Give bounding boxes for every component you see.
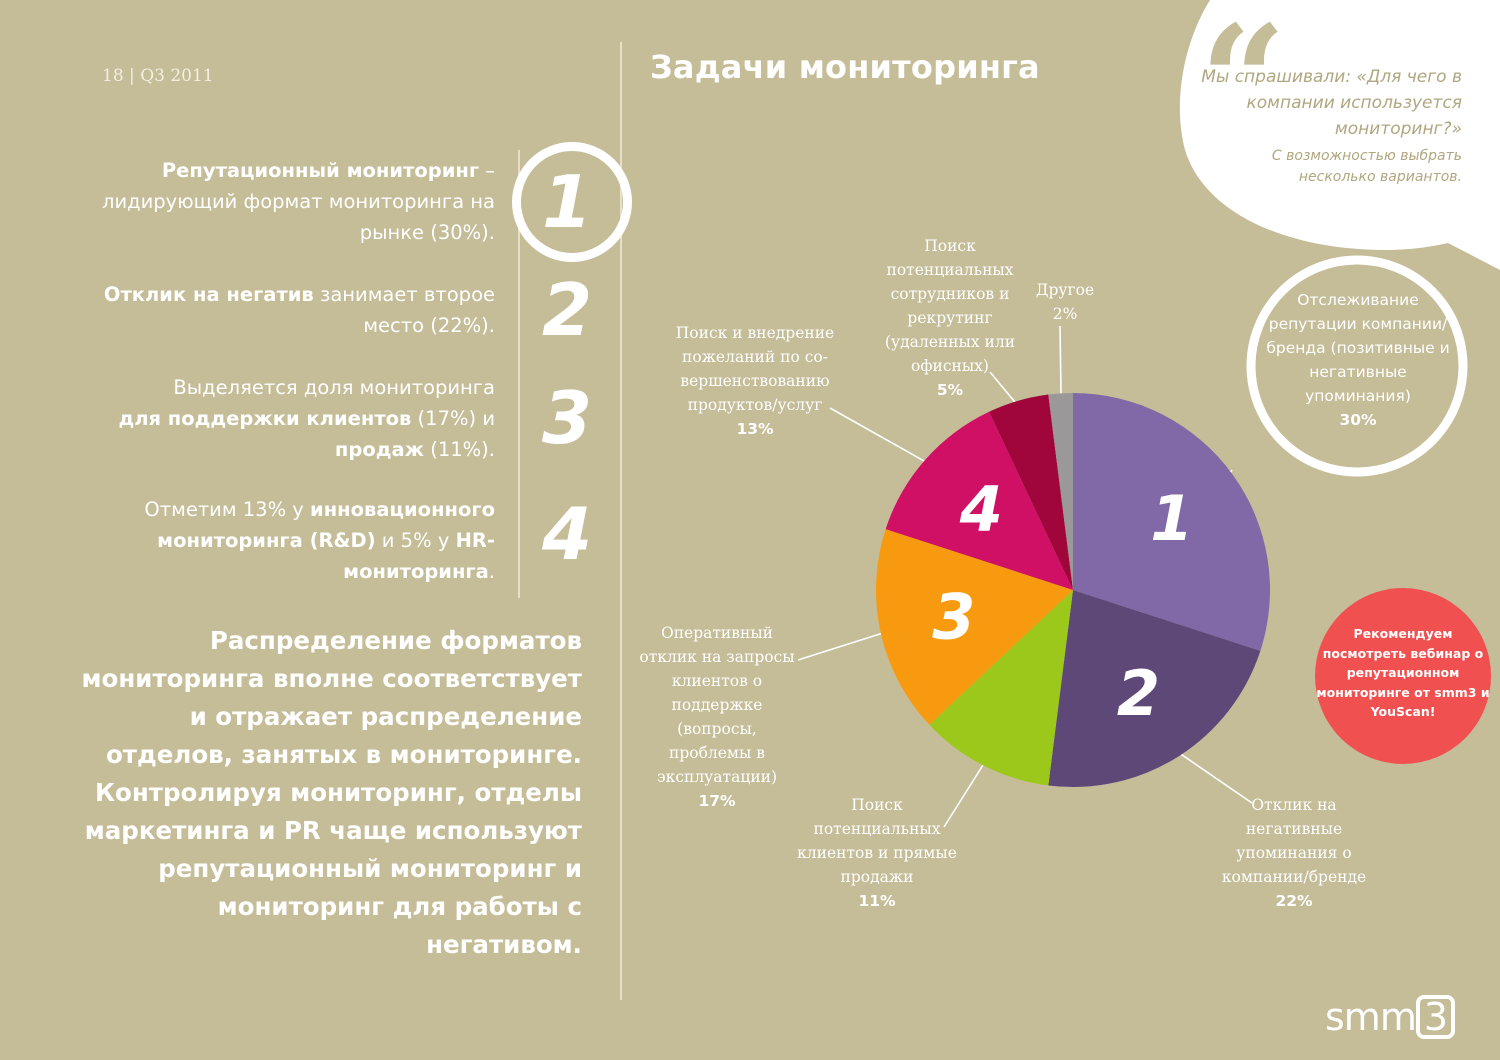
number-1: 1 bbox=[541, 160, 593, 244]
leader-line-support bbox=[797, 630, 889, 661]
pie-slice-sales bbox=[929, 590, 1073, 786]
leader-line-negative bbox=[1173, 748, 1253, 804]
number-2: 2 bbox=[541, 268, 593, 352]
point-4-text: Отметим 13% у инновационного мониторинга… bbox=[144, 498, 495, 583]
page-number: 18 | Q3 2011 bbox=[102, 66, 214, 86]
slice-number-3: 3 bbox=[932, 581, 975, 654]
reputation-ring bbox=[1246, 255, 1468, 477]
pie-slices bbox=[875, 393, 1270, 787]
point-2-text: Отклик на негатив занимает второе место … bbox=[75, 279, 495, 341]
pie-slice-hr bbox=[989, 394, 1073, 590]
pie-slice-support bbox=[875, 529, 1073, 725]
point-2-bold: Отклик на негатив bbox=[103, 283, 314, 306]
label-innovation: Поиск и внедрение пожеланий по со-вершен… bbox=[675, 324, 835, 438]
number-4: 4 bbox=[541, 492, 593, 576]
label-negative: Отклик на негативные упоминания о компан… bbox=[1221, 796, 1367, 910]
quote-mark-icon: “ bbox=[1200, 0, 1287, 169]
pie-slice-reputation bbox=[1073, 393, 1270, 651]
number-3: 3 bbox=[541, 376, 593, 460]
point-1-bold: Репутационный мониторинг bbox=[161, 159, 480, 182]
quote-note: С возможностью выбрать несколько вариант… bbox=[1271, 148, 1462, 185]
webinar-promo[interactable]: Рекомендуем посмотреть вебинар о репутац… bbox=[1315, 588, 1491, 764]
page-title: Задачи мониторинга bbox=[650, 48, 1040, 86]
number-1-ring bbox=[512, 142, 632, 262]
quote-text: Мы спрашивали: «Для чего в компании испо… bbox=[1201, 67, 1462, 139]
slice-number-4: 4 bbox=[959, 473, 1003, 546]
pie-slice-innovation bbox=[885, 411, 1073, 590]
leader-line-innovation bbox=[829, 407, 932, 466]
vertical-divider bbox=[620, 42, 622, 1000]
label-other: Другое 2% bbox=[1035, 281, 1095, 323]
point-1-rest: – лидирующий формат мониторинга на рынке… bbox=[102, 159, 495, 244]
label-sales: Поиск потенциальных клиентов и прямые пр… bbox=[797, 796, 957, 910]
pie-slice-negative bbox=[1048, 590, 1261, 787]
slice-number-2: 2 bbox=[1117, 657, 1160, 730]
summary-text: Распределение форматов мониторинга вполн… bbox=[81, 626, 582, 959]
point-2-rest: занимает второе место (22%). bbox=[313, 283, 495, 337]
slice-numbers: 1 2 3 4 bbox=[932, 473, 1193, 730]
smm3-logo: smm 3 bbox=[1325, 995, 1456, 1039]
label-reputation: Отслеживание репутации компании/бренда (… bbox=[1266, 291, 1450, 429]
label-support: Оперативный отклик на запросы клиентов о… bbox=[639, 624, 795, 810]
leader-line-sales bbox=[943, 757, 988, 828]
label-hr: Поиск потенциальных сотрудников и рекрут… bbox=[884, 237, 1016, 399]
leader-line-other bbox=[1059, 325, 1062, 402]
webinar-promo-text[interactable]: Рекомендуем посмотреть вебинар о репутац… bbox=[1316, 626, 1490, 719]
pie-slice-other bbox=[1048, 393, 1073, 590]
slice-number-1: 1 bbox=[1150, 482, 1193, 555]
point-1-text: Репутационный мониторинг – лидирующий фо… bbox=[75, 155, 495, 248]
points-divider bbox=[518, 150, 520, 598]
point-3-text: Выделяется доля мониторинга для поддержк… bbox=[118, 376, 495, 461]
